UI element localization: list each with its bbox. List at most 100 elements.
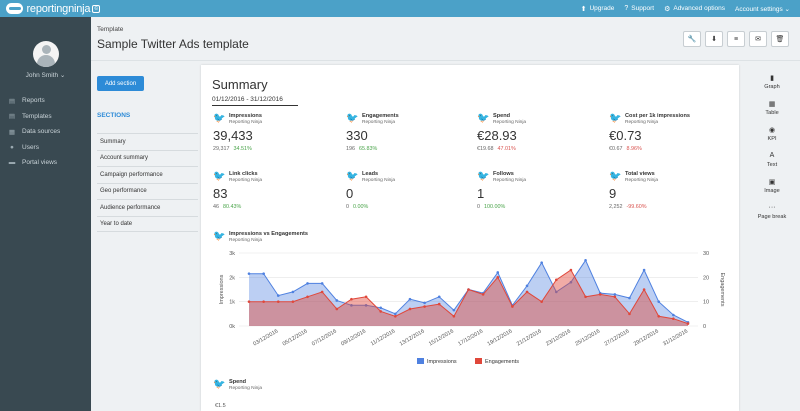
- x-tick-label: 21/12/2016: [516, 329, 543, 348]
- support-link[interactable]: ? Support: [624, 5, 654, 13]
- data-point-impressions: [672, 313, 675, 317]
- kpi-card[interactable]: 🐦 Leads Reporting Ninja 0 0 0.00%: [346, 171, 476, 210]
- x-tick-label: 27/12/2016: [604, 329, 631, 348]
- legend-swatch-engagements: [475, 358, 482, 364]
- insert-graph[interactable]: ▮ Graph: [752, 74, 792, 90]
- account-settings-menu[interactable]: Account settings ⌄: [735, 5, 790, 13]
- y-left-tick-label: 2k: [229, 275, 235, 281]
- logo[interactable]: reportingninja ©: [0, 3, 100, 15]
- download-button[interactable]: ⬇: [705, 31, 723, 47]
- top-bar: reportingninja © ⬆ Upgrade ? Support ⚙ A…: [0, 0, 800, 17]
- kpi-card[interactable]: 🐦 Total views Reporting Ninja 9 2,252 -99.60%: [609, 171, 739, 210]
- kpi-comparison: €19.68 47.01%: [477, 146, 607, 152]
- impressions-engagements-chart[interactable]: 0k 1k 2k 3k 0 10 20 30 Impressions Engagements 03/…: [201, 245, 739, 375]
- data-point-impressions: [540, 261, 543, 265]
- y-right-tick-label: 20: [703, 275, 709, 281]
- reports-icon: ▤: [8, 97, 16, 105]
- kpi-previous: 0: [346, 204, 349, 210]
- kpi-card[interactable]: 🐦 Follows Reporting Ninja 1 0 100.00%: [477, 171, 607, 210]
- section-item[interactable]: Campaign performance: [97, 166, 198, 183]
- section-item[interactable]: Year to date: [97, 215, 198, 232]
- delete-button[interactable]: 🗑: [771, 31, 789, 47]
- insert-kpi[interactable]: ◉ KPI: [752, 126, 792, 142]
- spend-axis-tick: €1.5: [215, 403, 226, 409]
- section-item[interactable]: Audience performance: [97, 199, 198, 216]
- kpi-source: Reporting Ninja: [362, 178, 396, 183]
- y-right-tick-label: 30: [703, 251, 709, 257]
- data-point-engagements: [306, 295, 309, 299]
- insert-label: Image: [764, 188, 780, 194]
- data-point-impressions: [569, 280, 573, 284]
- data-point-engagements: [350, 297, 353, 301]
- logo-badge: ©: [92, 4, 100, 13]
- kpi-source: Reporting Ninja: [625, 178, 659, 183]
- kpi-change: 0.00%: [353, 204, 369, 210]
- data-point-impressions: [525, 284, 529, 288]
- database-button[interactable]: ≡: [727, 31, 745, 47]
- kpi-comparison: 196 65.83%: [346, 146, 476, 152]
- data-point-impressions: [496, 271, 500, 274]
- toolbar: 🔧 ⬇ ≡ ✉ 🗑: [683, 31, 789, 47]
- kpi-change: -99.60%: [626, 204, 647, 210]
- kpi-comparison: 0 0.00%: [346, 204, 476, 210]
- ninja-logo-icon: [6, 3, 24, 14]
- kpi-header: 🐦 Leads Reporting Ninja: [346, 171, 476, 183]
- x-tick-label: 17/12/2016: [457, 329, 484, 348]
- wrench-button[interactable]: 🔧: [683, 31, 701, 47]
- twitter-icon: 🐦: [346, 113, 359, 124]
- kpi-title: Link clicks: [229, 171, 258, 177]
- report-title[interactable]: Summary: [212, 77, 268, 92]
- data-point-impressions: [394, 312, 397, 316]
- insert-table[interactable]: ▦ Table: [752, 100, 792, 116]
- x-tick-label: 29/12/2016: [633, 329, 660, 348]
- insert-text[interactable]: A Text: [752, 152, 792, 168]
- graph-icon: ▮: [770, 75, 774, 82]
- kpi-title: Spend: [493, 113, 511, 119]
- data-point-impressions: [408, 297, 412, 301]
- avatar[interactable]: [33, 41, 59, 67]
- insert-image[interactable]: ▣ Image: [752, 178, 792, 194]
- data-point-engagements: [481, 293, 485, 296]
- kpi-card[interactable]: 🐦 Impressions Reporting Ninja 39,433 29,317 3…: [213, 113, 343, 152]
- data-point-engagements: [394, 314, 397, 318]
- data-point-impressions: [423, 301, 426, 305]
- data-point-engagements: [598, 293, 602, 296]
- spend-header: 🐦 Spend Reporting Ninja: [213, 379, 262, 391]
- advanced-options-link[interactable]: ⚙ Advanced options: [664, 5, 725, 13]
- insert-label: Graph: [764, 84, 780, 90]
- user-menu[interactable]: John Smith ⌄: [25, 72, 66, 79]
- twitter-icon: 🐦: [609, 113, 622, 124]
- data-point-impressions: [613, 293, 617, 296]
- y-right-tick-label: 10: [703, 300, 709, 306]
- insert-label: KPI: [767, 136, 777, 142]
- data-point-impressions: [276, 294, 280, 297]
- section-item[interactable]: Geo performance: [97, 182, 198, 200]
- kpi-change: 8.96%: [626, 146, 642, 152]
- avatar-body: [37, 55, 55, 67]
- insert-page-break[interactable]: ··· Page break: [752, 204, 792, 220]
- upgrade-link[interactable]: ⬆ Upgrade: [581, 5, 615, 13]
- kpi-card[interactable]: 🐦 Spend Reporting Ninja €28.93 €19.68 47.01%: [477, 113, 607, 152]
- sidebar-item-data-sources[interactable]: ▦ Data sources: [8, 124, 60, 140]
- sidebar-item-templates[interactable]: ▤ Templates: [8, 109, 60, 125]
- kpi-card[interactable]: 🐦 Link clicks Reporting Ninja 83 46 80.43%: [213, 171, 343, 210]
- email-button[interactable]: ✉: [749, 31, 767, 47]
- logo-text: reportingninja: [26, 2, 91, 15]
- data-point-engagements: [276, 300, 280, 303]
- kpi-title: Impressions: [229, 113, 262, 119]
- kpi-card[interactable]: 🐦 Cost per 1k impressions Reporting Ninja €…: [609, 113, 739, 152]
- section-item[interactable]: Account summary: [97, 149, 198, 167]
- data-point-impressions: [335, 299, 339, 302]
- kpi-card[interactable]: 🐦 Engagements Reporting Ninja 330 196 65.83%: [346, 113, 476, 152]
- data-point-engagements: [686, 322, 690, 325]
- twitter-icon: 🐦: [213, 113, 226, 124]
- series-area-impressions: [249, 260, 688, 326]
- data-point-engagements: [642, 288, 646, 291]
- data-point-engagements: [423, 305, 426, 308]
- section-item[interactable]: Summary: [97, 133, 198, 150]
- sidebar-item-users[interactable]: ● Users: [8, 140, 60, 156]
- sidebar-item-reports[interactable]: ▤ Reports: [8, 93, 60, 109]
- kpi-comparison: 46 80.43%: [213, 204, 343, 210]
- sidebar-item-portal-views[interactable]: ▬ Portal views: [8, 155, 60, 171]
- add-section-button[interactable]: Add section: [97, 76, 144, 91]
